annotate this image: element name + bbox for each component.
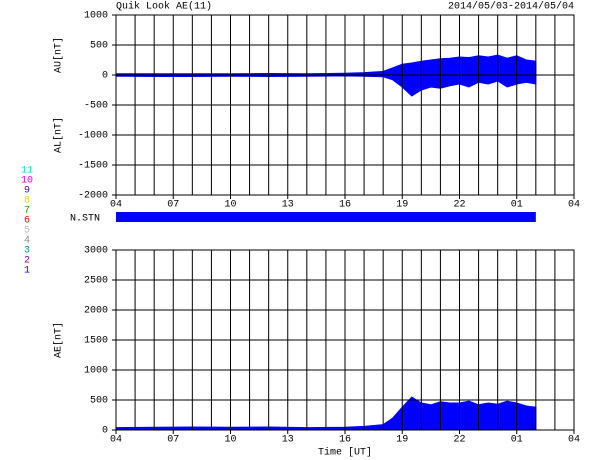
- x-tick-label: 01: [511, 200, 523, 211]
- station-number: 6: [24, 216, 30, 227]
- station-bar: [116, 212, 536, 222]
- x-tick-label: 22: [453, 435, 465, 446]
- x-tick-label: 19: [396, 200, 408, 211]
- x-tick-label: 04: [568, 435, 580, 446]
- x-tick-label: 13: [282, 200, 294, 211]
- y-tick-label: 2000: [84, 306, 108, 317]
- station-number: 3: [24, 246, 30, 257]
- y-tick-label: 1500: [84, 336, 108, 347]
- y-tick-label: 1000: [84, 11, 108, 22]
- x-tick-label: 04: [110, 435, 122, 446]
- station-number: 4: [24, 236, 30, 247]
- x-tick-label: 07: [167, 200, 179, 211]
- x-tick-label: 13: [282, 435, 294, 446]
- y-tick-label: 2500: [84, 276, 108, 287]
- y-tick-label: -2000: [78, 191, 108, 202]
- plot-frame: [115, 14, 575, 196]
- y-tick-label: 500: [90, 396, 108, 407]
- x-tick-label: 16: [339, 200, 351, 211]
- station-number: 8: [24, 196, 30, 207]
- y-tick-label: 3000: [84, 246, 108, 257]
- plot-frame: [115, 249, 575, 431]
- station-number: 10: [21, 176, 33, 187]
- x-tick-label: 04: [568, 200, 580, 211]
- x-axis-title: Time [UT]: [318, 447, 372, 459]
- y-tick-label: 0: [102, 71, 108, 82]
- y-tick-label: -1000: [78, 131, 108, 142]
- x-tick-label: 01: [511, 435, 523, 446]
- station-label: N.STN: [70, 214, 100, 225]
- y-tick-label: -500: [84, 101, 108, 112]
- date-range: 2014/05/03-2014/05/04: [448, 1, 574, 13]
- y-axis-title: AU[nT]: [53, 37, 65, 73]
- station-number: 11: [21, 166, 33, 177]
- x-tick-label: 19: [396, 435, 408, 446]
- y-tick-label: 1000: [84, 366, 108, 377]
- station-number: 9: [24, 186, 30, 197]
- x-tick-label: 10: [224, 435, 236, 446]
- station-number: 1: [24, 266, 30, 277]
- y-axis-title: AE[nT]: [53, 322, 65, 358]
- y-axis-title: AL[nT]: [53, 117, 65, 153]
- station-number: 2: [24, 256, 30, 267]
- y-tick-label: 500: [90, 41, 108, 52]
- x-tick-label: 04: [110, 200, 122, 211]
- y-tick-label: 0: [102, 426, 108, 437]
- x-tick-label: 16: [339, 435, 351, 446]
- chart-title: Quik Look AE(11): [116, 1, 212, 13]
- x-tick-label: 22: [453, 200, 465, 211]
- y-tick-label: -1500: [78, 161, 108, 172]
- station-number: 7: [24, 206, 30, 217]
- x-tick-label: 07: [167, 435, 179, 446]
- station-number: 5: [24, 226, 30, 237]
- x-tick-label: 10: [224, 200, 236, 211]
